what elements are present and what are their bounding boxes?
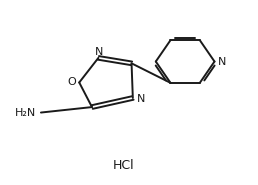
Text: N: N — [95, 47, 103, 57]
Text: N: N — [137, 94, 145, 104]
Text: O: O — [67, 77, 76, 87]
Text: H₂N: H₂N — [15, 108, 36, 118]
Text: N: N — [218, 57, 226, 67]
Text: HCl: HCl — [113, 159, 135, 172]
